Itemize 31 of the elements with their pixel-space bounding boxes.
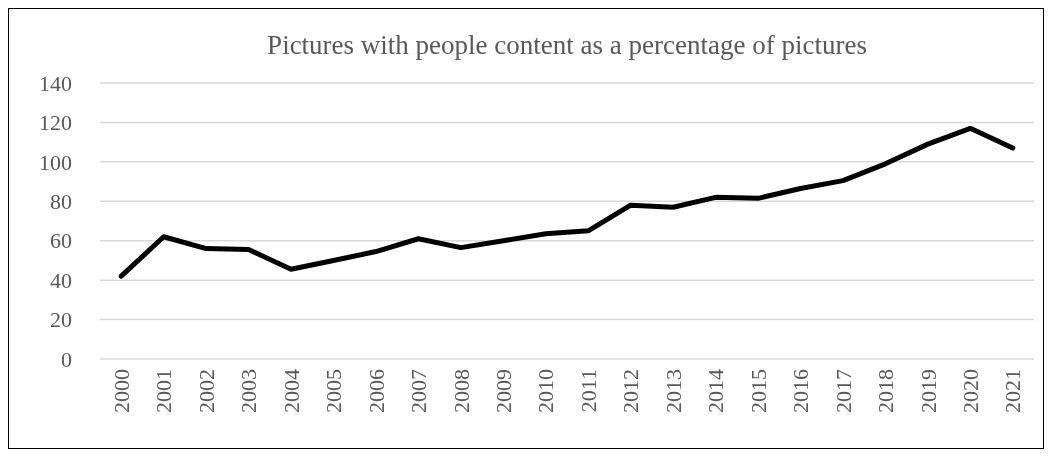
x-tick-label: 2019: [915, 369, 941, 413]
y-tick-label: 80: [50, 188, 72, 214]
x-tick-label: 2009: [491, 369, 517, 413]
y-tick-label: 40: [50, 267, 72, 293]
x-tick-label: 2014: [703, 369, 729, 413]
x-tick-label: 2000: [108, 369, 134, 413]
x-tick-label: 2007: [406, 369, 432, 413]
x-tick-label: 2018: [873, 369, 899, 413]
x-tick-label: 2005: [321, 369, 347, 413]
x-tick-label: 2020: [958, 369, 984, 413]
x-tick-label: 2002: [193, 369, 219, 413]
x-tick-label: 2003: [236, 369, 262, 413]
x-tick-label: 2008: [448, 369, 474, 413]
x-tick-label: 2017: [830, 369, 856, 413]
chart-title: Pictures with people content as a percentage of pictures: [267, 30, 867, 60]
y-tick-label: 120: [39, 110, 72, 136]
y-tick-label: 0: [61, 346, 72, 372]
x-tick-label: 2001: [151, 369, 177, 413]
x-tick-label: 2015: [745, 369, 771, 413]
x-tick-label: 2016: [788, 369, 814, 413]
y-tick-label: 140: [39, 70, 72, 96]
y-tick-label: 20: [50, 307, 72, 333]
y-tick-label: 60: [50, 228, 72, 254]
x-tick-label: 2006: [363, 369, 389, 413]
x-tick-label: 2011: [575, 369, 601, 413]
x-tick-label: 2021: [1000, 369, 1026, 413]
x-tick-label: 2004: [278, 369, 304, 413]
y-tick-label: 100: [39, 149, 72, 175]
x-tick-label: 2013: [660, 369, 686, 413]
x-tick-label: 2012: [618, 369, 644, 413]
x-tick-label: 2010: [533, 369, 559, 413]
